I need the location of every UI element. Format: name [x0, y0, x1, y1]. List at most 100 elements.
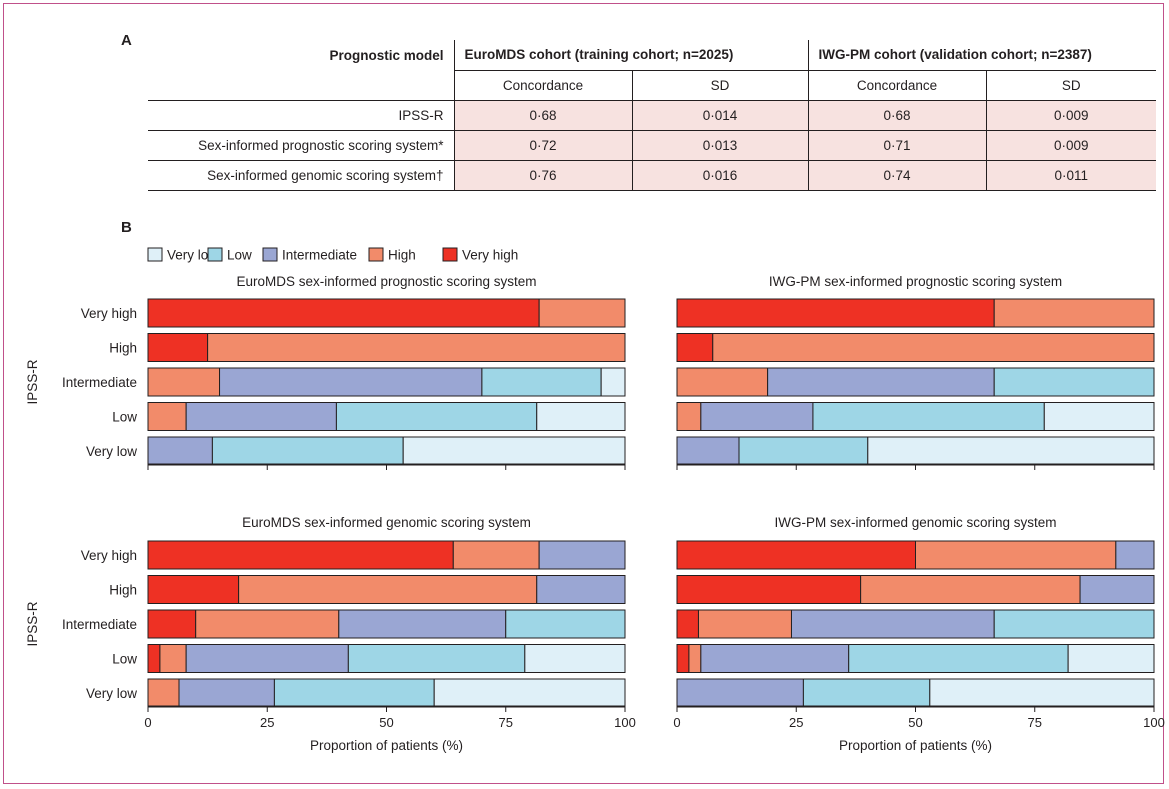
table-cell: 0·009 [985, 130, 1156, 161]
bar-segment [147, 678, 180, 708]
cohort1-header: EuroMDS cohort (training cohort; n=2025) [453, 40, 808, 71]
bar-segment [147, 540, 454, 570]
row-model-label: Sex-informed genomic scoring system† [148, 160, 454, 191]
bar-segment [185, 644, 349, 673]
panel-label-a: A [121, 32, 132, 49]
bar-segment [524, 644, 626, 673]
bar-segment [147, 402, 187, 431]
bar-outline [676, 540, 1155, 570]
bar-outline [147, 402, 626, 431]
table-row: Sex-informed genomic scoring system† 0·7… [148, 160, 1156, 191]
bar-segment [238, 575, 538, 604]
chart-title: EuroMDS sex-informed genomic scoring sys… [242, 515, 531, 530]
bar-segment [676, 678, 804, 708]
table-cell: 0·71 [807, 130, 986, 161]
x-tick-label: 75 [499, 715, 513, 730]
bar-segment [848, 644, 1069, 673]
legend-swatch [368, 247, 384, 262]
subheader-concordance-1: Concordance [453, 70, 632, 101]
bar-segment [273, 678, 435, 708]
bar-outline [147, 367, 626, 397]
x-tick-label: 0 [144, 715, 151, 730]
bar-segment [676, 540, 916, 570]
concordance-table: Prognostic model EuroMDS cohort (trainin… [148, 40, 1156, 191]
bar-segment [697, 609, 792, 639]
row-model-label: IPSS-R [148, 100, 454, 131]
category-label: High [109, 583, 137, 598]
bar-outline [676, 367, 1155, 397]
legend-label: High [388, 248, 416, 263]
cohort2-header: IWG-PM cohort (validation cohort; n=2387… [807, 40, 1156, 71]
legend-label: Intermediate [282, 248, 357, 263]
bar-segment [676, 644, 690, 673]
bar-segment [481, 367, 602, 397]
bar-segment [712, 333, 1155, 362]
bar-segment [147, 436, 213, 466]
legend-swatch [262, 247, 278, 262]
bar-segment [676, 333, 714, 362]
table-header-row: Prognostic model EuroMDS cohort (trainin… [148, 40, 1156, 71]
bar-segment [993, 609, 1155, 639]
subheader-concordance-2: Concordance [807, 70, 986, 101]
category-label: High [109, 341, 137, 356]
subheader-blank [148, 70, 454, 101]
bar-segment [767, 367, 995, 397]
table-cell: 0·76 [453, 160, 632, 191]
y-axis-label: IPSS-R [25, 359, 40, 404]
x-tick-label: 50 [908, 715, 922, 730]
table-cell: 0·009 [985, 100, 1156, 131]
bar-outline [147, 644, 626, 673]
bar-segment [178, 678, 275, 708]
row-model-label: Sex-informed prognostic scoring system* [148, 130, 454, 161]
bar-segment [993, 367, 1155, 397]
bar-segment [338, 609, 507, 639]
bar-segment [147, 367, 221, 397]
subheader-sd-2: SD [985, 70, 1156, 101]
category-label: Low [112, 410, 137, 425]
bar-outline [676, 333, 1155, 362]
legend-label: Very low [167, 248, 218, 263]
table-subheader-row: Concordance SD Concordance SD [148, 70, 1156, 101]
bar-segment [867, 436, 1155, 466]
table-cell: 0·014 [631, 100, 808, 131]
bar-segment [738, 436, 869, 466]
bar-segment [536, 402, 626, 431]
x-tick-label: 100 [1143, 715, 1165, 730]
bar-segment [159, 644, 187, 673]
legend-swatch [147, 247, 163, 262]
legend-label: Very high [462, 248, 518, 263]
table-cell: 0·016 [631, 160, 808, 191]
subheader-sd-1: SD [631, 70, 808, 101]
bar-segment [676, 298, 995, 328]
bar-segment [700, 644, 850, 673]
bar-segment [452, 540, 540, 570]
bar-segment [538, 540, 626, 570]
bar-segment [219, 367, 483, 397]
bar-segment [147, 575, 240, 604]
table-row: IPSS-R 0·68 0·014 0·68 0·009 [148, 100, 1156, 131]
x-axis-label: Proportion of patients (%) [310, 738, 463, 753]
table-cell: 0·011 [985, 160, 1156, 191]
category-label: Intermediate [62, 375, 137, 390]
bar-outline [147, 540, 626, 570]
model-column-header: Prognostic model [329, 47, 444, 63]
bar-outline [147, 575, 626, 604]
figure-frame [3, 3, 1164, 784]
bar-segment [402, 436, 626, 466]
category-label: Intermediate [62, 617, 137, 632]
category-label: Very high [81, 548, 137, 563]
x-tick-label: 75 [1028, 715, 1042, 730]
x-axis-label: Proportion of patients (%) [839, 738, 992, 753]
bar-outline [676, 609, 1155, 639]
legend-swatch [442, 247, 458, 262]
category-label: Very high [81, 306, 137, 321]
table-cell: 0·68 [807, 100, 986, 131]
legend-swatch [207, 247, 223, 262]
table-cell: 0·68 [453, 100, 632, 131]
bar-outline [676, 402, 1155, 431]
bar-segment [1115, 540, 1155, 570]
bar-segment [536, 575, 626, 604]
bar-segment [700, 402, 814, 431]
bar-segment [812, 402, 1045, 431]
bar-segment [147, 644, 161, 673]
